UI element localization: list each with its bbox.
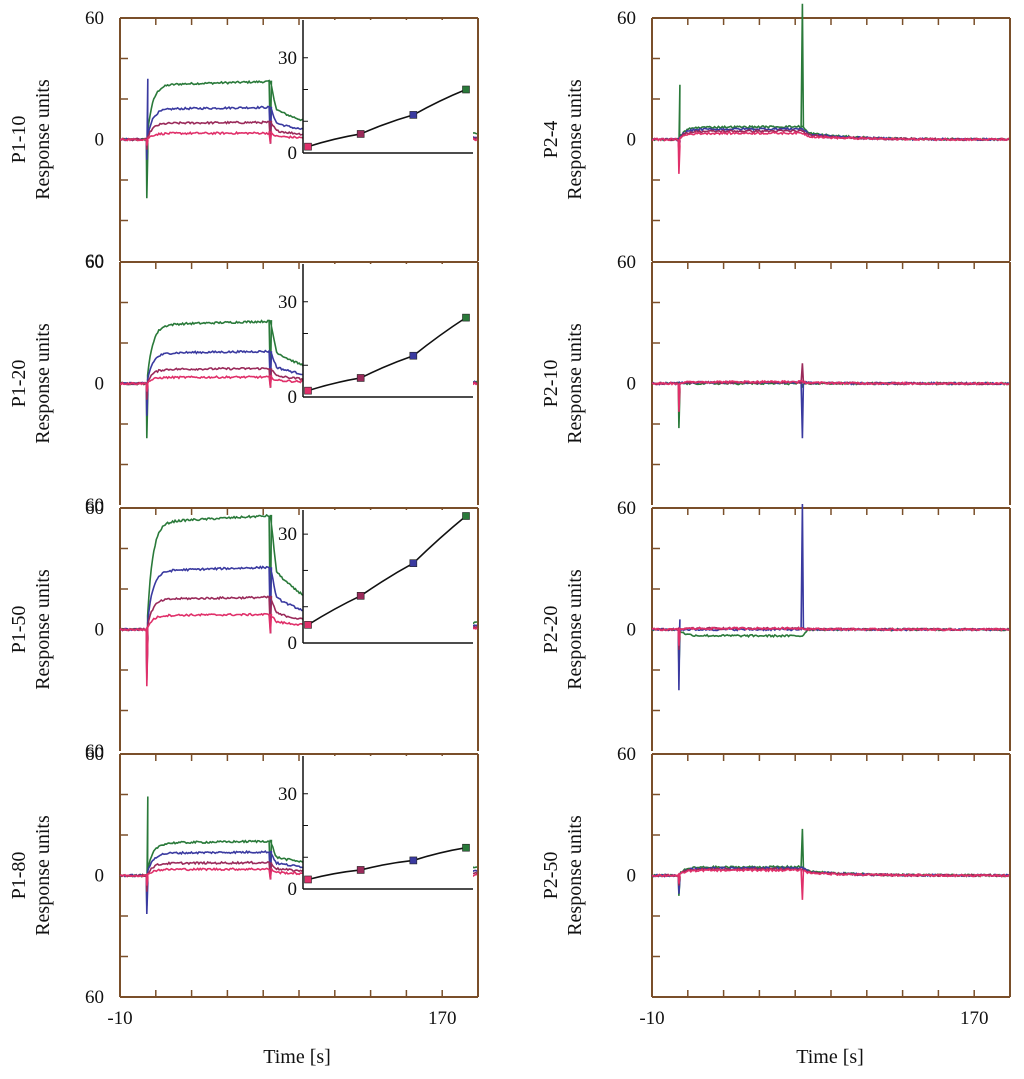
series-pink	[651, 379, 1010, 412]
inset-point	[462, 313, 470, 322]
y-tick-label: 0	[95, 130, 105, 151]
inset-point	[409, 351, 418, 360]
x-tick-label: 170	[428, 1008, 457, 1029]
y-tick-label-bottom: 60	[85, 741, 104, 762]
inset-point	[304, 875, 312, 884]
inset-P1-80: 0 30	[278, 756, 473, 900]
inset-fit-line	[307, 515, 467, 626]
inset-point	[462, 843, 470, 852]
inset-background	[303, 20, 473, 153]
y-tick-label: 60	[617, 252, 636, 273]
y-tick-label: 60	[617, 498, 636, 519]
y-axis-label: Response units	[32, 815, 54, 936]
y-tick-label-bottom: 60	[85, 251, 104, 272]
inset-y-tick-label: 0	[288, 143, 298, 164]
inset-point	[304, 386, 312, 395]
y-tick-label: 60	[85, 744, 104, 765]
x-tick-label: 170	[960, 1008, 989, 1029]
series-blue	[651, 379, 1010, 439]
x-axis-title-left: Time [s]	[263, 1046, 331, 1068]
y-axis-label: Response units	[564, 323, 586, 444]
inset-point	[409, 111, 418, 119]
y-tick-label: 60	[617, 8, 636, 29]
panel-P2-50: -10 170 0 60 P2-50 Response units	[540, 744, 1011, 1029]
series-green	[651, 828, 1010, 896]
inset-point	[462, 512, 470, 520]
y-tick-label: 0	[95, 866, 105, 887]
y-tick-label: 60	[85, 252, 104, 273]
inset-y-tick-label: 30	[278, 784, 297, 805]
inset-point	[462, 85, 470, 94]
y-axis-label: Response units	[32, 323, 54, 444]
inset-point	[409, 559, 418, 567]
inset-fit-line	[307, 88, 467, 148]
y-axis-label: Response units	[564, 815, 586, 936]
panel-label: P1-10	[8, 116, 30, 164]
inset-P1-50: 0 30	[278, 510, 473, 654]
inset-y-tick-label: 30	[278, 292, 297, 313]
y-axis-label: Response units	[32, 79, 54, 200]
inset-y-tick-label: 0	[288, 633, 298, 654]
panel-label: P2-10	[540, 360, 562, 408]
y-tick-label: 0	[95, 374, 105, 395]
y-tick-label: 0	[627, 620, 637, 641]
y-tick-label: 0	[627, 130, 637, 151]
inset-P1-20: 0 30	[278, 264, 473, 408]
series-pink	[651, 626, 1010, 646]
panel-P2-20: 0 60 P2-20 Response units	[540, 498, 1011, 751]
series-blue	[651, 503, 1010, 691]
panel-label: P1-20	[8, 360, 30, 408]
x-axis-title-right: Time [s]	[796, 1046, 864, 1068]
y-tick-label: 60	[617, 744, 636, 765]
inset-point	[356, 592, 365, 600]
inset-y-tick-label: 30	[278, 524, 297, 545]
y-tick-label-bottom: 60	[85, 987, 104, 1008]
inset-background	[303, 264, 473, 397]
y-axis-label: Response units	[32, 569, 54, 690]
y-axis-label: Response units	[564, 569, 586, 690]
inset-P1-10: 0 30	[278, 20, 473, 164]
y-axis-label: Response units	[564, 79, 586, 200]
inset-point	[356, 866, 365, 874]
inset-point	[304, 142, 312, 151]
series-green	[651, 627, 1010, 671]
y-tick-label: 0	[95, 620, 105, 641]
panel-label: P2-20	[540, 606, 562, 654]
panel-P2-10: 0 60 P2-10 Response units	[540, 252, 1011, 505]
x-tick-label: -10	[107, 1008, 132, 1029]
series-pink	[651, 868, 1010, 900]
panel-label: P2-4	[540, 121, 562, 159]
panel-P2-4: 0 60 P2-4 Response units	[540, 3, 1011, 261]
inset-fit-line	[307, 846, 467, 881]
panel-P1-20: 0 60 60 P1-20 Response units 0 30	[8, 252, 479, 516]
x-tick-label: -10	[639, 1008, 664, 1029]
inset-point	[356, 374, 365, 382]
inset-point	[409, 856, 418, 865]
inset-point	[304, 621, 312, 629]
y-tick-label: 0	[627, 374, 637, 395]
series-green	[651, 381, 1010, 429]
panel-P1-80: -10 170 0 60 60 P1-80 Response units 0 30	[8, 744, 479, 1029]
inset-y-tick-label: 0	[288, 387, 298, 408]
inset-background	[303, 510, 473, 643]
panel-label: P1-80	[8, 852, 30, 900]
inset-fit-line	[307, 316, 467, 392]
y-tick-label-bottom: 60	[85, 495, 104, 516]
panel-P1-50: 0 60 60 P1-50 Response units 0 30	[8, 498, 479, 762]
inset-y-tick-label: 0	[288, 879, 298, 900]
panel-label: P2-50	[540, 852, 562, 900]
series-pink	[651, 130, 1010, 174]
series-blue	[651, 865, 1010, 894]
y-tick-label: 60	[85, 8, 104, 29]
panel-label: P1-50	[8, 606, 30, 654]
inset-point	[356, 130, 365, 138]
y-tick-label: 60	[85, 498, 104, 519]
series-green	[651, 3, 1010, 150]
inset-background	[303, 756, 473, 889]
panel-P1-10: 0 60 60 P1-10 Response units 0 30	[8, 8, 479, 272]
inset-y-tick-label: 30	[278, 48, 297, 69]
y-tick-label: 0	[627, 866, 637, 887]
